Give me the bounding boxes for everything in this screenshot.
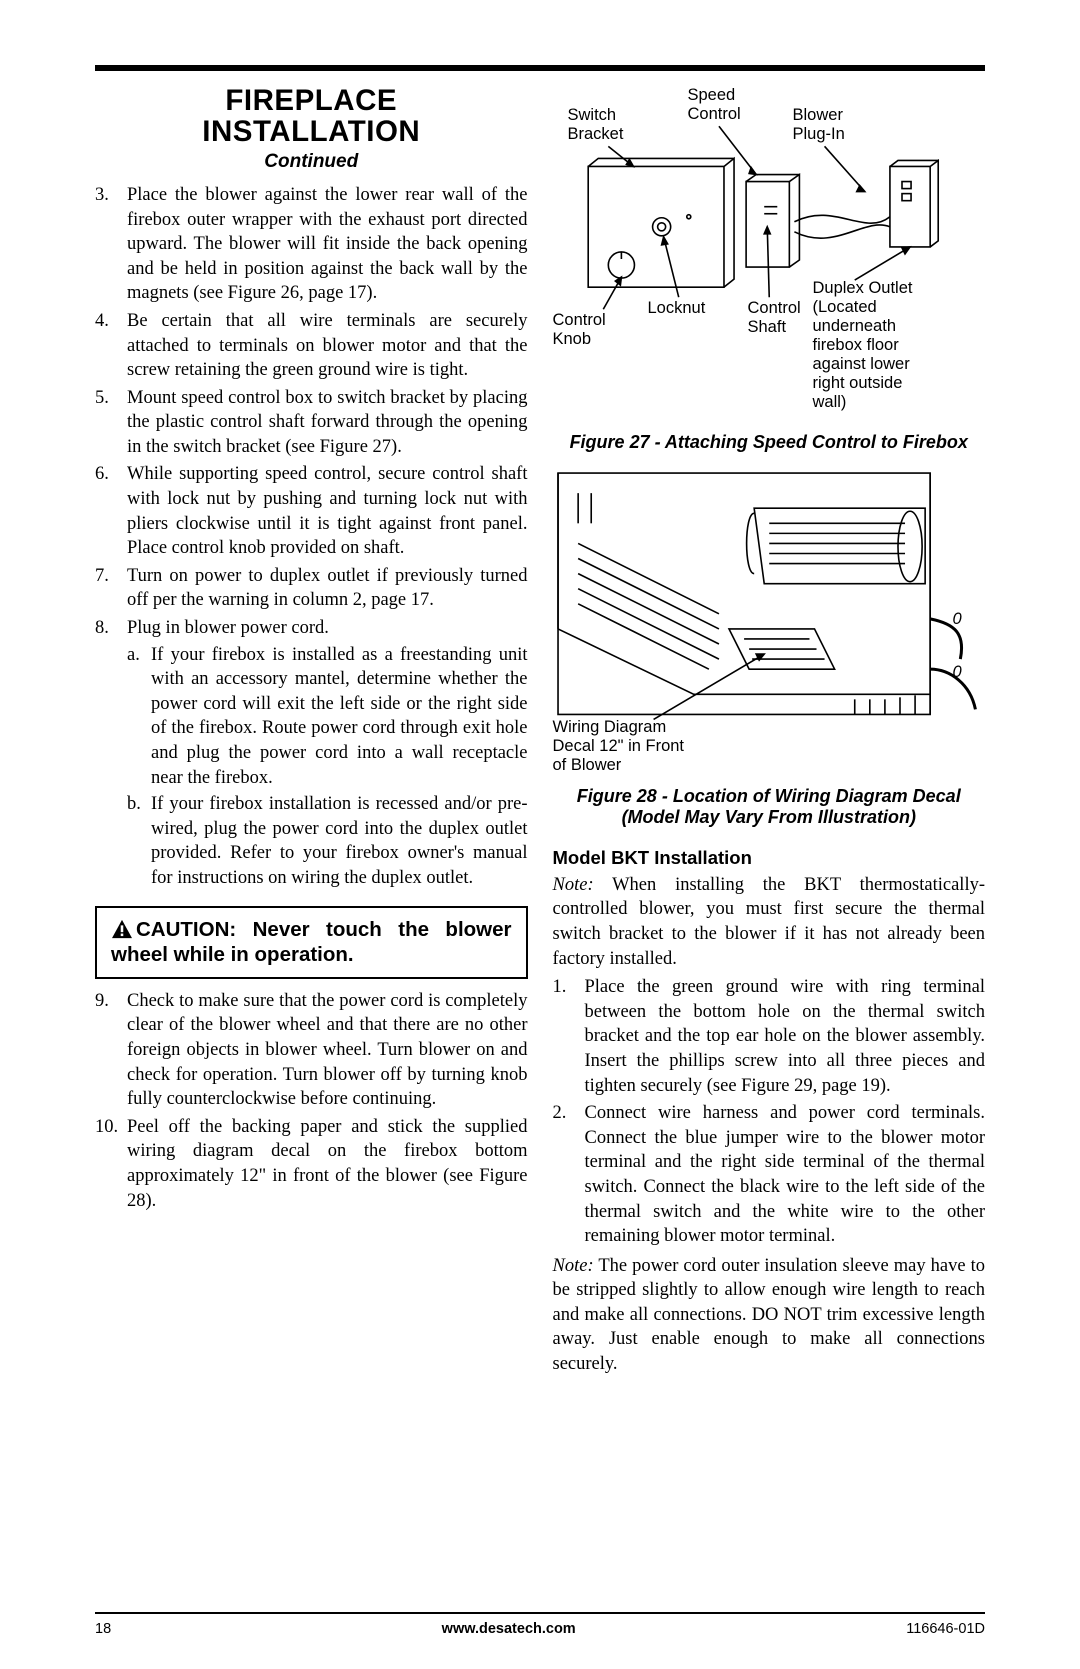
doc-code: 116646-01D bbox=[906, 1621, 985, 1637]
step-text: Plug in blower power cord.a.If your fire… bbox=[127, 616, 528, 893]
caution-text: CAUTION: Never touch the blower wheel wh… bbox=[111, 918, 512, 967]
sub-steps: a.If your firebox is installed as a free… bbox=[127, 643, 528, 891]
list-item: 10.Peel off the backing paper and stick … bbox=[95, 1115, 528, 1213]
title-line: INSTALLATION bbox=[202, 115, 420, 148]
footer-url: www.desatech.com bbox=[442, 1621, 576, 1637]
step-number: 1. bbox=[553, 975, 585, 1098]
install-steps: 3.Place the blower against the lower rea… bbox=[95, 183, 528, 896]
substep-marker: b. bbox=[127, 792, 151, 890]
left-column: FIREPLACE INSTALLATION Continued 3.Place… bbox=[95, 86, 528, 1566]
list-item: b.If your firebox installation is recess… bbox=[127, 792, 528, 890]
step-text: Connect wire harness and power cord term… bbox=[585, 1101, 986, 1249]
step-text: Turn on power to duplex outlet if previo… bbox=[127, 564, 528, 613]
step-text: Place the blower against the lower rear … bbox=[127, 183, 528, 306]
step-text: Mount speed control box to switch bracke… bbox=[127, 386, 528, 460]
two-columns: FIREPLACE INSTALLATION Continued 3.Place… bbox=[95, 86, 985, 1566]
figure-28: Wiring Diagram Decal 12" in Front of Blo… bbox=[553, 468, 986, 778]
step-text: While supporting speed control, secure c… bbox=[127, 462, 528, 560]
bottom-rule bbox=[95, 1612, 985, 1614]
figure-27-svg bbox=[553, 86, 985, 426]
page-number: 18 bbox=[95, 1621, 111, 1637]
right-column: Switch Bracket Speed Control Blower Plug… bbox=[553, 86, 986, 1566]
substep-text: If your firebox is installed as a freest… bbox=[151, 643, 528, 791]
step-number: 9. bbox=[95, 989, 127, 1112]
bkt-note2: Note: The power cord outer insulation sl… bbox=[553, 1254, 986, 1377]
figure-27: Switch Bracket Speed Control Blower Plug… bbox=[553, 86, 986, 424]
continued-label: Continued bbox=[95, 151, 528, 173]
page-title: FIREPLACE INSTALLATION bbox=[95, 86, 528, 148]
list-item: 1.Place the green ground wire with ring … bbox=[553, 975, 986, 1098]
figure-28-caption: Figure 28 - Location of Wiring Diagram D… bbox=[553, 786, 986, 829]
note-text: The power cord outer insulation sleeve m… bbox=[553, 1256, 986, 1374]
top-rule bbox=[95, 65, 985, 71]
step-number: 8. bbox=[95, 616, 127, 893]
bkt-subhead: Model BKT Installation bbox=[553, 847, 986, 869]
install-steps-continued: 9.Check to make sure that the power cord… bbox=[95, 989, 528, 1216]
step-text: Check to make sure that the power cord i… bbox=[127, 989, 528, 1112]
step-number: 4. bbox=[95, 309, 127, 383]
list-item: 5.Mount speed control box to switch brac… bbox=[95, 386, 528, 460]
step-text: Place the green ground wire with ring te… bbox=[585, 975, 986, 1098]
figure-27-caption: Figure 27 - Attaching Speed Control to F… bbox=[553, 432, 986, 454]
caution-box: CAUTION: Never touch the blower wheel wh… bbox=[95, 906, 528, 979]
step-number: 10. bbox=[95, 1115, 127, 1213]
footer: 18 www.desatech.com 116646-01D bbox=[95, 1621, 985, 1637]
list-item: 3.Place the blower against the lower rea… bbox=[95, 183, 528, 306]
bkt-steps: 1.Place the green ground wire with ring … bbox=[553, 975, 986, 1252]
figure-28-svg bbox=[553, 468, 985, 780]
substep-marker: a. bbox=[127, 643, 151, 791]
warning-icon bbox=[111, 919, 133, 939]
list-item: 2.Connect wire harness and power cord te… bbox=[553, 1101, 986, 1249]
step-number: 7. bbox=[95, 564, 127, 613]
page: FIREPLACE INSTALLATION Continued 3.Place… bbox=[0, 0, 1080, 1669]
step-text: Peel off the backing paper and stick the… bbox=[127, 1115, 528, 1213]
substep-text: If your firebox installation is recessed… bbox=[151, 792, 528, 890]
list-item: 8.Plug in blower power cord.a.If your fi… bbox=[95, 616, 528, 893]
step-number: 3. bbox=[95, 183, 127, 306]
step-text: Be certain that all wire terminals are s… bbox=[127, 309, 528, 383]
title-line: FIREPLACE bbox=[225, 84, 397, 117]
list-item: 9.Check to make sure that the power cord… bbox=[95, 989, 528, 1112]
note-label: Note: bbox=[553, 1256, 594, 1276]
step-number: 5. bbox=[95, 386, 127, 460]
note-text: When installing the BKT thermostatically… bbox=[553, 875, 986, 969]
step-number: 2. bbox=[553, 1101, 585, 1249]
note-label: Note: bbox=[553, 875, 594, 895]
list-item: 7.Turn on power to duplex outlet if prev… bbox=[95, 564, 528, 613]
list-item: 4.Be certain that all wire terminals are… bbox=[95, 309, 528, 383]
list-item: 6.While supporting speed control, secure… bbox=[95, 462, 528, 560]
step-number: 6. bbox=[95, 462, 127, 560]
list-item: a.If your firebox is installed as a free… bbox=[127, 643, 528, 791]
bkt-note: Note: When installing the BKT thermostat… bbox=[553, 873, 986, 971]
